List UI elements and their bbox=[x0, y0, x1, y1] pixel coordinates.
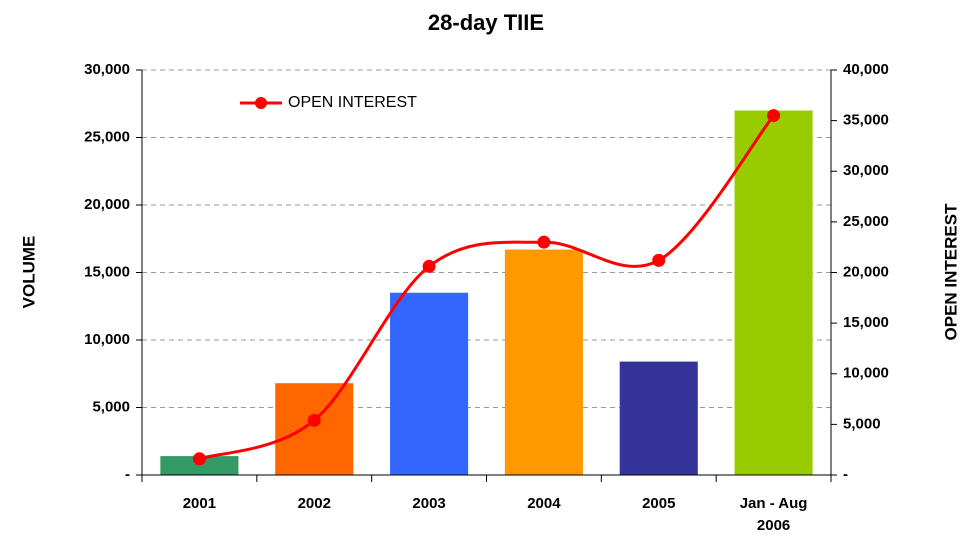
line-marker bbox=[652, 253, 666, 267]
x-tick-label: 2003 bbox=[412, 495, 446, 512]
line-marker bbox=[192, 452, 206, 466]
y2-tick-label: 35,000 bbox=[843, 112, 889, 129]
y2-tick-label: 15,000 bbox=[843, 314, 889, 331]
x-tick-label: 2004 bbox=[527, 495, 561, 512]
y2-tick-label: 5,000 bbox=[843, 415, 881, 432]
line-marker bbox=[767, 109, 781, 123]
line-marker bbox=[422, 259, 436, 273]
y-tick-label: 15,000 bbox=[84, 263, 130, 280]
y2-tick-label: 40,000 bbox=[843, 61, 889, 78]
y-tick-label: 25,000 bbox=[84, 128, 130, 145]
x-tick-label: 2005 bbox=[642, 495, 676, 512]
line-marker bbox=[307, 413, 321, 427]
x-tick-label: Jan - Aug 2006 bbox=[739, 495, 808, 534]
y2-tick-label: 10,000 bbox=[843, 365, 889, 382]
y-axis-title: VOLUME bbox=[19, 236, 38, 309]
bar bbox=[734, 110, 813, 475]
bar bbox=[619, 361, 698, 475]
y2-tick-label: - bbox=[843, 466, 848, 483]
bar bbox=[390, 292, 469, 475]
x-tick-label: 2002 bbox=[297, 495, 331, 512]
y-tick-label: 20,000 bbox=[84, 196, 130, 213]
bar bbox=[160, 456, 239, 475]
y2-tick-label: 30,000 bbox=[843, 162, 889, 179]
y-tick-label: 10,000 bbox=[84, 331, 130, 348]
chart-title: 28-day TIIE bbox=[428, 10, 544, 35]
y-tick-label: 30,000 bbox=[84, 61, 130, 78]
bar bbox=[275, 383, 354, 475]
legend-label: OPEN INTEREST bbox=[288, 94, 417, 111]
bar bbox=[504, 249, 583, 475]
x-tick-label: 2001 bbox=[182, 495, 217, 512]
y-tick-label: 5,000 bbox=[92, 398, 130, 415]
legend-marker bbox=[255, 97, 267, 109]
line-marker bbox=[537, 235, 551, 249]
y2-tick-label: 25,000 bbox=[843, 213, 889, 230]
y-tick-label: - bbox=[125, 466, 130, 483]
y2-axis-title: OPEN INTEREST bbox=[941, 203, 960, 341]
y2-tick-label: 20,000 bbox=[843, 263, 889, 280]
